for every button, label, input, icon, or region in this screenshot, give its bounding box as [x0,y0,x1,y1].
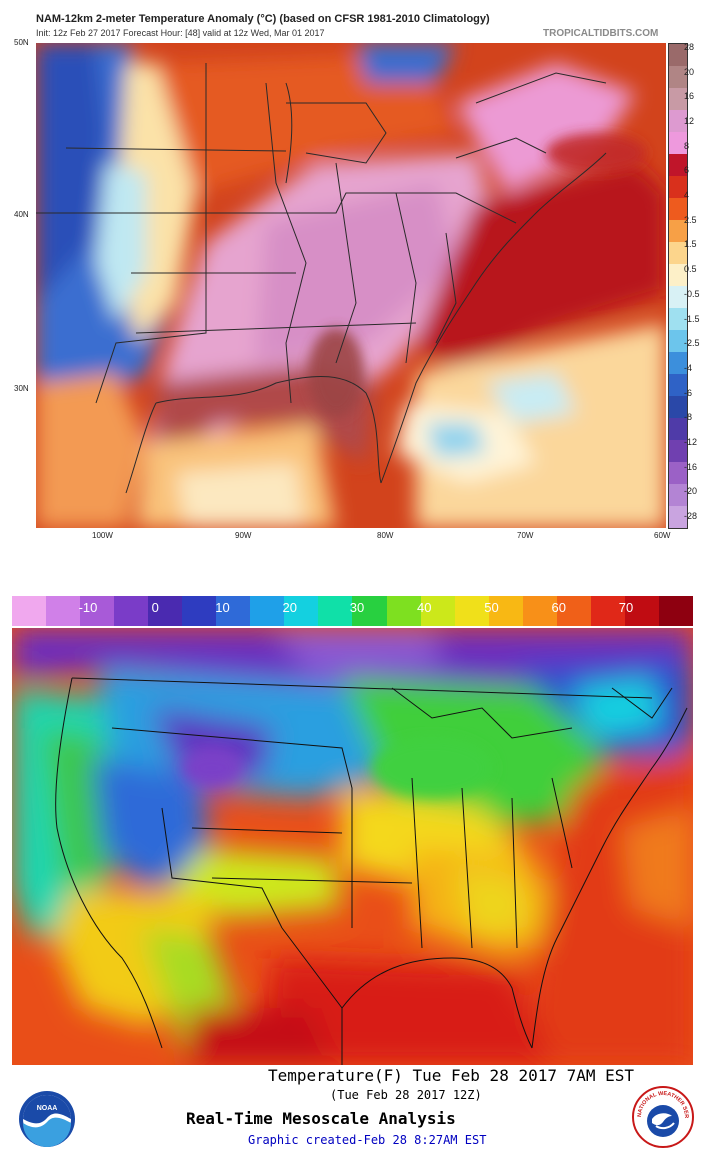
anomaly-scale-swatch [669,198,687,220]
temperature-analysis-map [12,628,693,1065]
temperature-bar-swatch [386,596,421,626]
temperature-bar-swatch [454,596,489,626]
temperature-scale-tick: 50 [484,600,499,615]
anomaly-scale-swatch [669,462,687,484]
temperature-scale-tick: 40 [417,600,432,615]
anomaly-scale-swatch [669,286,687,308]
temperature-bar-swatch [522,596,557,626]
temperature-color-bar [12,596,693,626]
temperature-bar-swatch [216,596,251,626]
anomaly-scale-tick: -20 [684,486,698,497]
anomaly-scale-tick: 8 [684,140,690,151]
anomaly-scale-tick: -16 [684,461,698,472]
anomaly-scale-tick: -28 [684,511,698,521]
anomaly-scale-swatch [669,418,687,440]
anomaly-scale-tick: -0.5 [684,288,700,299]
lon-label-60w: 60W [654,531,671,540]
anomaly-scale-swatch [669,484,687,506]
anomaly-scale-swatch [669,396,687,418]
anomaly-scale-tick: 12 [684,116,695,127]
anomaly-scale-swatch [669,242,687,264]
anomaly-scale-swatch [669,44,687,66]
temperature-bar-swatch [250,596,285,626]
temperature-scale-tick: 0 [151,600,159,615]
temperature-bar-swatch [352,596,387,626]
lon-label-100w: 100W [92,531,113,540]
temperature-bar-swatch [80,596,115,626]
anomaly-scale-tick: -2.5 [684,338,700,349]
lon-label-70w: 70W [517,531,534,540]
anomaly-scale-tick: 0.5 [684,264,697,275]
temperature-bar-swatch [488,596,523,626]
anomaly-scale-swatch [669,352,687,374]
anomaly-scale-swatch [669,132,687,154]
analysis-utc-line: (Tue Feb 28 2017 12Z) [330,1088,482,1102]
temperature-bar-swatch [148,596,183,626]
nws-logo: NATIONAL WEATHER SERVICE [630,1082,694,1148]
anomaly-map [36,43,666,528]
anomaly-scale-tick: 2.5 [684,214,697,225]
temperature-scale-tick: 70 [618,600,634,615]
anomaly-scale-swatch [669,154,687,176]
anomaly-scale-swatch [669,88,687,110]
lat-label-40n: 40N [14,210,29,219]
anomaly-scale-tick: -4 [684,362,693,373]
temperature-bar-swatch [590,596,625,626]
anomaly-scale-swatch [669,374,687,396]
analysis-product-name: Real-Time Mesoscale Analysis [186,1109,456,1128]
temperature-bar-swatch [318,596,353,626]
noaa-logo: NOAA [18,1090,76,1148]
anomaly-scale-tick: 28 [684,42,695,52]
temperature-bar-swatch [182,596,217,626]
anomaly-scale-tick: 4 [684,190,690,201]
temperature-scale-tick: 30 [349,600,365,615]
temperature-scale-tick: -10 [78,600,98,615]
anomaly-scale-swatch [669,308,687,330]
anomaly-scale-swatch [669,330,687,352]
lat-label-50n: 50N [14,38,29,47]
anomaly-scale-swatch [669,440,687,462]
temperature-bar-swatch [658,596,693,626]
anomaly-scale-swatch [669,506,687,528]
anomaly-scale-swatch [669,66,687,88]
temperature-scale-tick: 60 [551,600,566,615]
anomaly-scale-swatch [669,264,687,286]
anomaly-scale-swatch [669,220,687,242]
graphic-created-line: Graphic created-Feb 28 8:27AM EST [248,1133,487,1147]
temperature-bar-swatch [12,596,47,626]
anomaly-scale-tick: -1.5 [684,313,700,324]
anomaly-scale-swatch [669,176,687,198]
temperature-bar-swatch [624,596,659,626]
analysis-title-line: Temperature(F) Tue Feb 28 2017 7AM EST [268,1066,635,1085]
anomaly-scale-tick: 20 [684,66,695,77]
anomaly-scale-tick: -8 [684,412,693,423]
temperature-bar-swatch [284,596,319,626]
forecast-info: Init: 12z Feb 27 2017 Forecast Hour: [48… [36,28,325,38]
temperature-scale-tick: 20 [282,600,297,615]
anomaly-scale-swatch [669,110,687,132]
temperature-bar-swatch [556,596,591,626]
anomaly-color-scale [668,43,688,529]
temperature-bar-swatch [46,596,81,626]
temperature-scale-tick: 10 [215,600,230,615]
anomaly-scale-tick: -12 [684,436,698,447]
temperature-bar-swatch [114,596,149,626]
lon-label-80w: 80W [377,531,394,540]
anomaly-scale-tick: 6 [684,165,690,176]
noaa-logo-text: NOAA [37,1105,58,1112]
anomaly-scale-tick: 16 [684,91,695,102]
lon-label-90w: 90W [235,531,252,540]
anomaly-scale-tick: 1.5 [684,239,697,250]
map-title: NAM-12km 2-meter Temperature Anomaly (°C… [36,13,490,25]
lat-label-30n: 30N [14,384,29,393]
temperature-bar-swatch [420,596,455,626]
anomaly-scale-tick: -6 [684,387,693,398]
source-credit: TROPICALTIDBITS.COM [543,28,659,39]
